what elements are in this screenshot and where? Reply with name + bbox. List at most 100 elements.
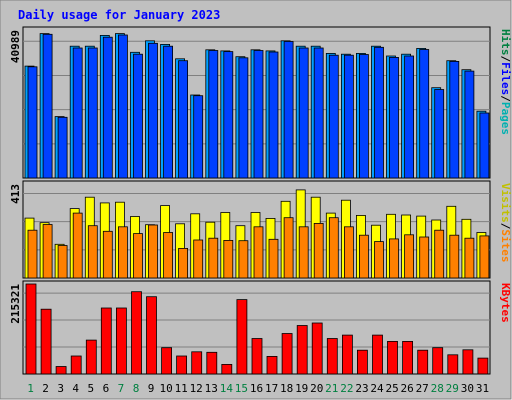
top-series-legend: Hits/Files/Pages [499,29,512,135]
sites-bar [133,233,143,279]
legend-label---3: / [499,95,512,102]
day-label-22: 22 [340,382,353,395]
day-label-26: 26 [400,382,413,395]
sites-bar [193,239,204,279]
kbytes-bar [356,349,368,375]
day-label-6: 6 [103,382,110,395]
day-label-7: 7 [118,382,125,395]
files-bar [434,89,445,179]
sites-bar [374,241,384,279]
day-label-27: 27 [416,382,429,395]
day-label-17: 17 [265,382,278,395]
sites-bar [479,235,490,279]
kbytes-bar [55,366,67,375]
day-label-28: 28 [431,382,444,395]
kbytes-bar [176,355,188,375]
legend-label---1: / [499,56,512,63]
kbytes-bar [116,307,127,375]
kbytes-bar [206,351,218,375]
files-bar [133,53,143,179]
day-label-3: 3 [57,382,64,395]
kbytes-bar [266,355,278,375]
kbytes-bar [221,363,233,375]
chart-title: Daily usage for January 2023 [18,8,220,22]
files-bar [313,47,324,179]
files-bar [328,54,339,179]
top-panel: 40989 Hits/Files/Pages [9,26,512,179]
files-bar [72,47,83,179]
kbytes-bar [326,338,338,375]
sites-bar [434,229,445,279]
day-label-8: 8 [133,382,140,395]
day-label-13: 13 [205,382,218,395]
sites-bar [223,239,234,279]
files-bar [479,112,490,179]
day-label-2: 2 [42,382,49,395]
bottom-axis-max-label: 215321 [9,284,22,324]
sites-bar [57,245,68,279]
bottom-series-legend: KBytes [499,283,512,323]
kbytes-bar [402,340,414,375]
legend-label-sites-2: Sites [499,229,512,262]
files-bar [148,42,158,179]
legend-label-visits-0: Visits [499,183,512,223]
files-bar [404,55,415,179]
day-label-15: 15 [235,382,248,395]
files-bar [27,66,38,179]
files-bar [163,45,174,179]
kbytes-bar [462,349,474,375]
sites-bar [208,237,219,279]
sites-bar [404,234,415,279]
files-bar [193,95,204,179]
kbytes-bar [311,322,323,375]
files-bar [42,33,53,179]
files-bar [268,51,279,179]
kbytes-bar [281,333,293,375]
day-label-12: 12 [190,382,203,395]
files-bar [87,47,98,179]
kbytes-bar [146,296,157,375]
kbytes-bar [341,334,353,375]
kbytes-bar [236,299,248,375]
day-label-19: 19 [295,382,308,395]
files-bar [358,54,369,179]
sites-bar [253,226,264,279]
kbytes-bar [40,308,52,375]
top-axis-max-label: 40989 [9,30,22,63]
files-bar [343,54,354,179]
files-bar [102,36,113,179]
files-bar [223,51,234,179]
day-label-23: 23 [355,382,368,395]
kbytes-bar [477,357,489,375]
files-bar [208,50,219,179]
kbytes-bar [372,334,383,375]
legend-label-kbytes-0: KBytes [499,283,512,323]
files-bar [178,60,189,179]
sites-bar [178,247,189,279]
day-label-21: 21 [325,382,338,395]
kbytes-bar [296,325,308,375]
kbytes-bar [25,283,37,375]
day-label-10: 10 [159,382,172,395]
sites-bar [464,237,475,279]
day-label-14: 14 [220,382,234,395]
sites-bar [148,224,158,279]
files-bar [449,61,460,179]
files-bar [464,70,475,179]
sites-bar [72,212,83,279]
day-label-11: 11 [175,382,188,395]
day-label-4: 4 [72,382,79,395]
sites-bar [343,226,354,279]
kbytes-bar [70,355,82,375]
day-label-16: 16 [250,382,263,395]
kbytes-bar [161,347,173,375]
day-axis-labels: 1 2 3 4 5 6 7 8 9 10 11 12 13 14 15 16 17 18 19 20 21 22 23 24 2… [27,382,489,395]
kbytes-bar [432,347,444,375]
kbytes-bar [131,291,142,375]
day-label-24: 24 [370,382,384,395]
sites-bar [313,222,324,279]
sites-bar [118,226,128,279]
sites-bar [298,226,309,279]
